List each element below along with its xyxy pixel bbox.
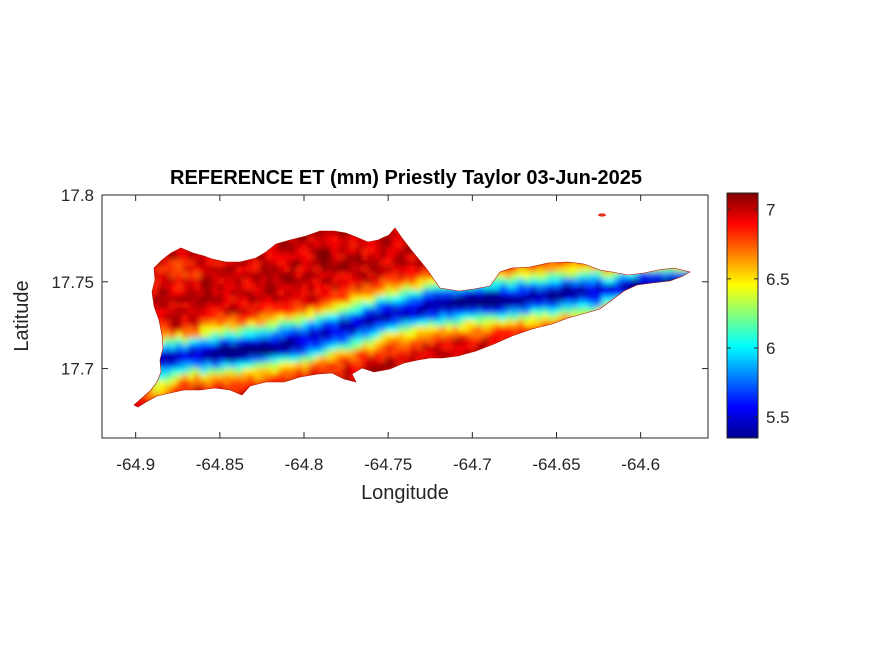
island-outline bbox=[133, 227, 691, 408]
plot-frame bbox=[101, 194, 709, 439]
x-tick-label: -64.65 bbox=[532, 455, 580, 474]
y-tick-label: 17.7 bbox=[61, 360, 94, 379]
colorbar: 5.5 6 6.5 7 bbox=[726, 192, 790, 439]
y-axis: 17.7 17.75 17.8 bbox=[51, 186, 708, 379]
map-area bbox=[133, 213, 691, 408]
x-tick-label: -64.75 bbox=[364, 455, 412, 474]
islet-marker bbox=[598, 213, 606, 217]
y-axis-label: Latitude bbox=[11, 280, 33, 351]
y-tick-label: 17.8 bbox=[61, 186, 94, 205]
colorbar-tick-label: 5.5 bbox=[766, 408, 790, 427]
x-tick-label: -64.8 bbox=[285, 455, 324, 474]
colorbar-tick-label: 7 bbox=[766, 201, 775, 220]
x-axis: -64.9 -64.85 -64.8 -64.75 -64.7 -64.65 -64.6 bbox=[116, 195, 660, 474]
y-tick-label: 17.75 bbox=[51, 273, 94, 292]
x-tick-label: -64.85 bbox=[196, 455, 244, 474]
x-tick-label: -64.7 bbox=[453, 455, 492, 474]
colorbar-tick-label: 6 bbox=[766, 339, 775, 358]
x-tick-label: -64.9 bbox=[116, 455, 155, 474]
chart-title: REFERENCE ET (mm) Priestly Taylor 03-Jun… bbox=[170, 167, 642, 189]
x-axis-label: Longitude bbox=[361, 482, 449, 504]
x-tick-label: -64.6 bbox=[621, 455, 660, 474]
colorbar-gradient bbox=[726, 192, 759, 439]
colorbar-tick-label: 6.5 bbox=[766, 270, 790, 289]
